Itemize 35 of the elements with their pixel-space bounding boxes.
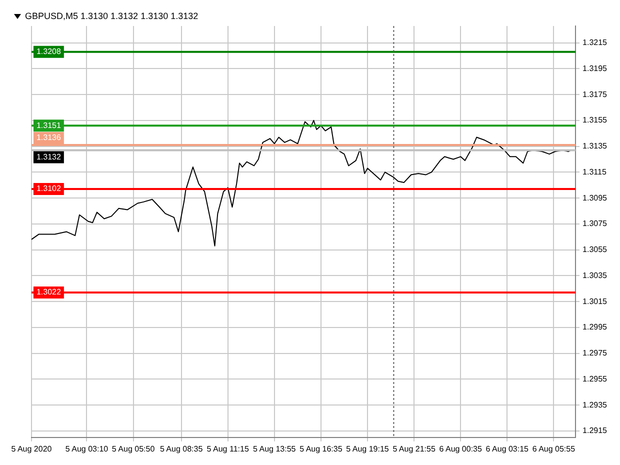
ref-line-label: 1.3136 bbox=[36, 133, 62, 142]
x-tick-label: 5 Aug 08:35 bbox=[160, 444, 204, 454]
y-tick-label: 1.2995 bbox=[582, 322, 608, 332]
ref-line-label: 1.3102 bbox=[36, 184, 62, 194]
ref-line-label: 1.3132 bbox=[36, 152, 62, 162]
y-tick-label: 1.3135 bbox=[582, 142, 608, 151]
x-tick-label: 6 Aug 00:35 bbox=[439, 444, 483, 454]
y-tick-label: 1.2975 bbox=[582, 348, 608, 358]
y-tick-label: 1.2955 bbox=[582, 374, 608, 384]
y-tick-label: 1.3095 bbox=[582, 193, 608, 202]
ref-line-label: 1.3151 bbox=[36, 120, 62, 130]
x-tick-label: 5 Aug 16:35 bbox=[300, 444, 343, 454]
y-tick-label: 1.3035 bbox=[582, 270, 608, 280]
x-tick-label: 5 Aug 21:55 bbox=[392, 444, 436, 454]
x-tick-label: 5 Aug 05:50 bbox=[112, 444, 156, 454]
y-tick-label: 1.3155 bbox=[582, 116, 608, 125]
x-tick-label: 5 Aug 13:55 bbox=[253, 444, 296, 454]
y-tick-label: 1.3115 bbox=[582, 167, 607, 176]
y-tick-label: 1.3195 bbox=[582, 64, 608, 73]
ref-line-label: 1.3022 bbox=[36, 288, 62, 297]
x-tick-label: 5 Aug 11:15 bbox=[206, 444, 250, 454]
x-tick-label: 5 Aug 19:15 bbox=[346, 444, 390, 454]
x-tick-label: 5 Aug 03:10 bbox=[65, 444, 109, 454]
chart-title: GBPUSD,M5 1.3130 1.3132 1.3130 1.3132 bbox=[25, 11, 198, 21]
y-tick-label: 1.2915 bbox=[582, 426, 608, 436]
x-tick-label: 6 Aug 05:55 bbox=[532, 444, 576, 454]
x-tick-label: 5 Aug 2020 bbox=[11, 444, 52, 454]
y-tick-label: 1.3175 bbox=[582, 90, 608, 99]
y-tick-label: 1.3055 bbox=[582, 245, 608, 254]
y-tick-label: 1.3015 bbox=[582, 296, 608, 306]
y-tick-label: 1.3215 bbox=[582, 38, 608, 48]
ref-line-label: 1.3208 bbox=[36, 47, 62, 56]
x-tick-label: 6 Aug 03:15 bbox=[486, 444, 530, 454]
y-tick-label: 1.2935 bbox=[582, 400, 608, 410]
y-tick-label: 1.3075 bbox=[582, 219, 608, 228]
